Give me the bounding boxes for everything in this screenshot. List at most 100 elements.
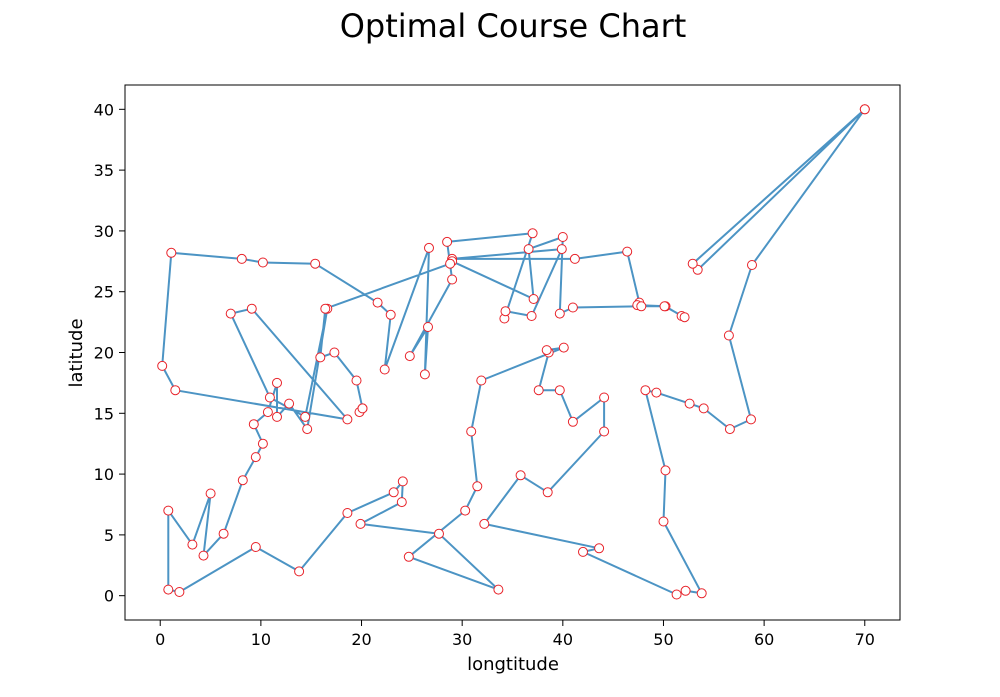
route-point: [556, 244, 567, 255]
route-point: [320, 303, 331, 314]
route-point: [567, 416, 578, 427]
route-point: [533, 385, 544, 396]
route-point: [660, 465, 671, 476]
route-point: [264, 392, 275, 403]
x-tick-label: 30: [452, 630, 472, 649]
x-tick-label: 60: [754, 630, 774, 649]
route-point: [342, 414, 353, 425]
plot-frame: [124, 84, 901, 621]
route-point: [554, 385, 565, 396]
y-tick-label: 20: [94, 344, 114, 363]
route-point: [163, 584, 174, 595]
route-point: [157, 360, 168, 371]
route-point: [396, 497, 407, 508]
route-point: [599, 426, 610, 437]
route-point: [567, 302, 578, 313]
x-axis-label: longtitude: [467, 654, 559, 675]
route-point: [679, 312, 690, 323]
route-point: [419, 369, 430, 380]
route-point: [310, 258, 321, 269]
y-tick-label: 25: [94, 283, 114, 302]
route-point: [300, 411, 311, 422]
route-point: [284, 398, 295, 409]
route-point: [460, 505, 471, 516]
route-point: [403, 551, 414, 562]
x-tick-label: 40: [553, 630, 573, 649]
route-point: [205, 488, 216, 499]
route-point: [569, 253, 580, 264]
route-point: [747, 260, 757, 270]
route-point: [622, 246, 633, 257]
route-point: [528, 294, 539, 304]
y-tick-label: 30: [94, 222, 114, 241]
route-point: [434, 528, 444, 539]
route-point: [651, 387, 662, 398]
route-point: [302, 424, 313, 435]
route-point: [476, 375, 487, 386]
route-point: [640, 385, 651, 396]
route-point: [445, 258, 456, 269]
route-point: [684, 398, 695, 409]
x-tick-label: 0: [155, 630, 165, 649]
y-tick-label: 5: [104, 526, 114, 545]
route-point: [187, 539, 198, 550]
route-point: [379, 364, 390, 375]
route-point: [174, 587, 185, 597]
route-point: [578, 546, 588, 557]
route-point: [372, 297, 383, 308]
route-point: [198, 550, 209, 561]
route-point: [315, 352, 326, 363]
route-point: [272, 377, 282, 388]
route-point: [218, 528, 229, 539]
y-tick-label: 10: [94, 465, 114, 484]
route-point: [599, 392, 610, 403]
route-point: [342, 508, 353, 518]
route-point: [423, 322, 433, 332]
x-tick-label: 50: [653, 630, 673, 649]
y-tick-label: 40: [94, 100, 114, 119]
route-point: [329, 347, 340, 358]
route-point: [542, 487, 553, 498]
route-point: [246, 303, 257, 314]
route-point: [272, 411, 282, 422]
route-point: [659, 301, 670, 312]
route-point: [442, 236, 453, 247]
route-point: [554, 308, 565, 319]
route-point: [746, 414, 756, 425]
route-point: [680, 585, 691, 596]
route-point: [658, 516, 669, 527]
x-axis: 0 10 20 30 40 50 60 70: [155, 620, 875, 649]
route-point: [493, 584, 504, 595]
x-tick-label: 70: [855, 630, 875, 649]
route-point: [527, 228, 538, 239]
route-point: [859, 104, 870, 115]
y-axis: 0 5 10 15 20 25 30 35 40: [94, 100, 125, 606]
route-point: [257, 438, 268, 449]
route-point: [250, 452, 261, 463]
route-point: [472, 481, 483, 492]
route-point: [594, 543, 605, 554]
route-point: [257, 257, 268, 268]
x-tick-label: 20: [351, 630, 371, 649]
route-point: [541, 345, 552, 356]
y-tick-label: 35: [94, 161, 114, 180]
route-point: [479, 518, 490, 529]
route-line: [161, 108, 866, 596]
route-point: [724, 424, 735, 435]
route-point: [636, 301, 647, 312]
route-point: [500, 306, 511, 317]
route-point: [397, 476, 408, 487]
route-point: [385, 309, 396, 320]
route-point: [526, 311, 537, 321]
route-point: [671, 589, 682, 600]
route-point: [166, 247, 177, 258]
route-point: [170, 385, 181, 396]
route-point: [698, 403, 709, 414]
route-point: [557, 232, 568, 242]
route-point: [351, 375, 362, 386]
route-point: [424, 242, 434, 253]
route-point: [163, 505, 174, 516]
route-point: [225, 308, 236, 319]
route-point: [250, 542, 261, 552]
route-point: [294, 566, 305, 577]
